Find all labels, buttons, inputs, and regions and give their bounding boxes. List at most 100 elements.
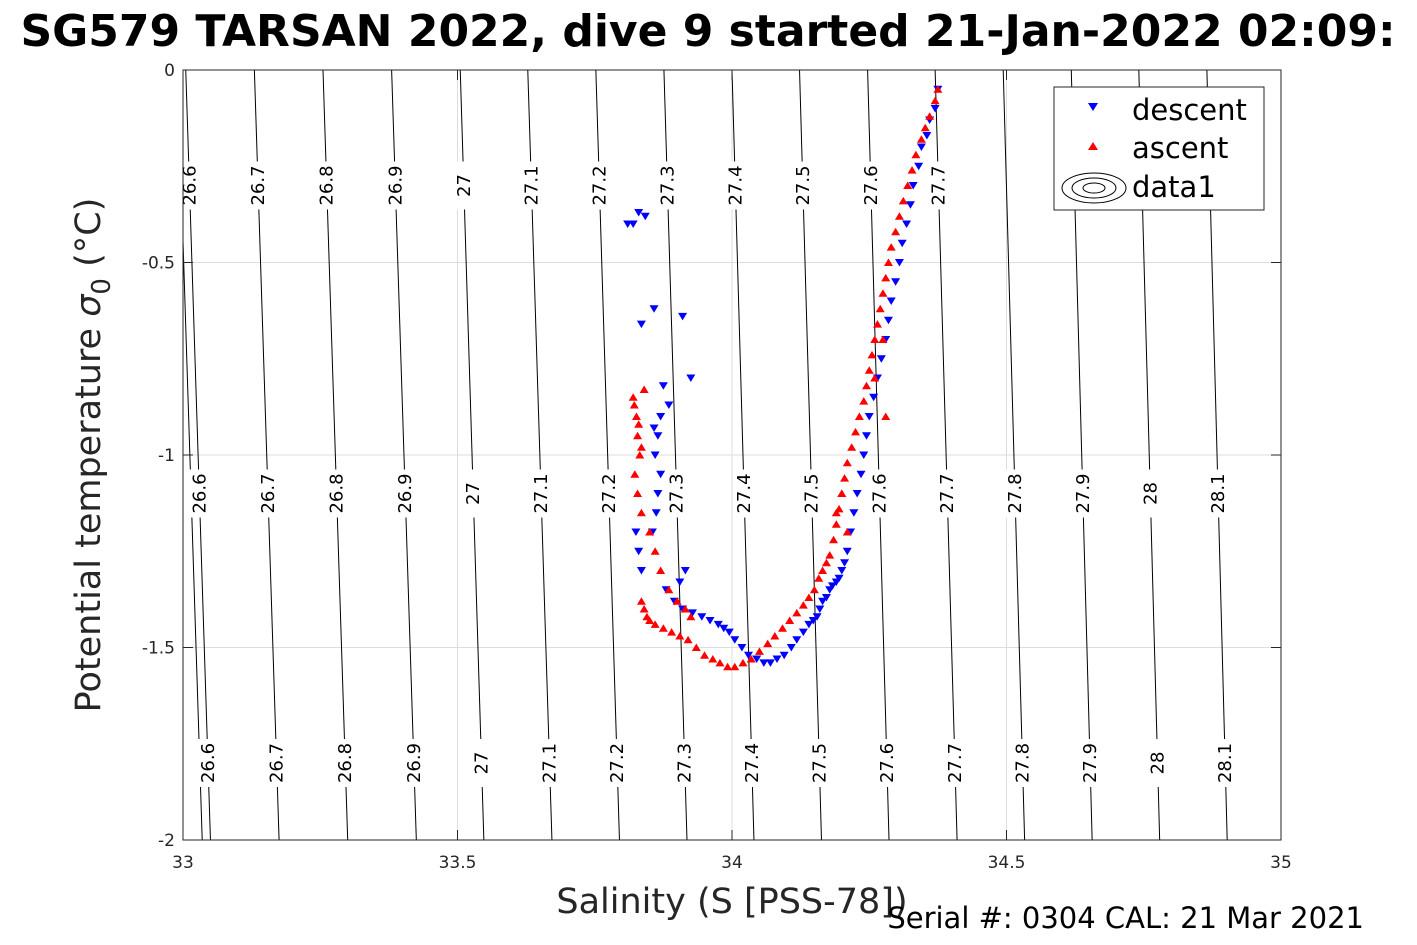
density-contour-label-bg [665, 469, 688, 518]
density-contour-label: 27.1 [540, 743, 561, 783]
descent-point [649, 305, 659, 313]
ascent-point [878, 335, 888, 343]
density-contour-label: 26.6 [179, 165, 200, 205]
ascent-point [628, 393, 638, 401]
ascent-point [635, 451, 645, 459]
y-axis-ticks: 0 -0.5 -1 -1.5 -2 [142, 61, 1281, 851]
density-contour-label-bg [673, 739, 696, 787]
descent-point [897, 239, 907, 248]
descent-point [886, 297, 896, 305]
descent-point [914, 162, 924, 171]
density-contour-label: 28.1 [1215, 743, 1236, 783]
ascent-point [778, 624, 788, 632]
density-contour-label: 27 [471, 752, 492, 775]
descent-point [623, 220, 633, 228]
ascent-point [639, 385, 649, 394]
density-contour-label-bg [247, 161, 270, 210]
ascent-point [842, 528, 852, 536]
density-contour-label: 26.6 [198, 743, 219, 783]
descent-point [834, 574, 844, 583]
ascent-point [886, 243, 896, 251]
descent-point [908, 182, 918, 190]
density-contour-label: 27.4 [734, 473, 755, 513]
y-axis-label-subscript: 0 [87, 278, 117, 295]
legend: descent ascent data1 [1053, 86, 1265, 211]
ascent-point [645, 616, 655, 625]
density-contour-label: 27 [454, 174, 475, 197]
density-contour-label-bg [656, 161, 679, 210]
ascent-point [738, 658, 748, 667]
density-contour-label: 26.8 [317, 165, 338, 205]
y-tick-label: -1 [158, 446, 175, 466]
ascent-point [814, 574, 824, 582]
ascent-point [907, 166, 917, 174]
descent-point [849, 509, 859, 517]
ascent-point [792, 608, 802, 617]
density-contour-label: 27.3 [667, 473, 688, 513]
descent-point [743, 651, 753, 660]
descent-point [798, 628, 808, 637]
ascent-point [881, 273, 891, 282]
density-contour-label: 27.9 [1073, 473, 1094, 513]
density-contour-label: 27.7 [937, 473, 958, 513]
descent-point [818, 597, 828, 606]
ascent-point [821, 558, 831, 567]
ascent-point [700, 651, 710, 659]
ascent-point [925, 112, 935, 120]
descent-point [856, 470, 866, 479]
descent-point [852, 490, 862, 498]
density-contour-label-bg [800, 469, 823, 518]
descent-point [636, 320, 646, 329]
ascent-point [664, 585, 674, 594]
ascent-point [809, 585, 819, 594]
y-axis-label: Potential temperature σ0 (°C) [69, 198, 117, 713]
ascent-point [633, 489, 643, 497]
density-contour-label-bg [530, 469, 553, 518]
descent-point [651, 509, 661, 517]
descent-point [759, 659, 769, 667]
descent-point [697, 613, 707, 621]
density-contour-label: 26.9 [385, 165, 406, 205]
ascent-point [804, 593, 814, 601]
density-contour-label: 27.3 [675, 743, 696, 783]
legend-data1-label: data1 [1132, 170, 1216, 204]
series-ascent [628, 85, 943, 671]
density-contour-label: 27.4 [742, 743, 763, 783]
descent-point [713, 620, 723, 629]
density-contour-label: 26.6 [189, 473, 210, 513]
ascent-point [658, 624, 668, 632]
density-contour-label-bg [936, 469, 959, 518]
descent-point [894, 259, 904, 267]
density-contour-label-bg [724, 161, 747, 210]
density-contour-label-bg [394, 469, 417, 518]
ascent-point [642, 612, 652, 621]
ascent-point [842, 458, 852, 467]
descent-point [634, 547, 644, 556]
ascent-point [754, 647, 764, 655]
ascent-point [825, 551, 835, 559]
descent-point [916, 143, 926, 151]
density-contour-label-bg [452, 161, 475, 210]
density-contour-label: 27.4 [725, 165, 746, 205]
data-series [623, 85, 943, 671]
ascent-point [867, 350, 877, 359]
descent-point [658, 382, 668, 390]
ascent-point [862, 381, 872, 390]
density-contour-label: 26.7 [267, 743, 288, 783]
density-contour-label-bg [1139, 469, 1162, 518]
descent-point [905, 201, 915, 209]
density-contour-label-bg [256, 469, 279, 518]
density-contour-label-bg [520, 161, 543, 210]
descent-point [636, 567, 646, 575]
density-contour-label-bg [868, 469, 891, 518]
density-contour-label-bg [315, 161, 338, 210]
x-tick-label: 33.5 [439, 853, 477, 873]
ascent-point [650, 620, 660, 628]
descent-point [656, 413, 666, 421]
descent-point [862, 432, 872, 440]
ascent-point [864, 366, 874, 374]
descent-point [792, 636, 802, 644]
series-descent [623, 85, 943, 667]
ascent-point [708, 655, 718, 663]
descent-point [719, 624, 729, 633]
